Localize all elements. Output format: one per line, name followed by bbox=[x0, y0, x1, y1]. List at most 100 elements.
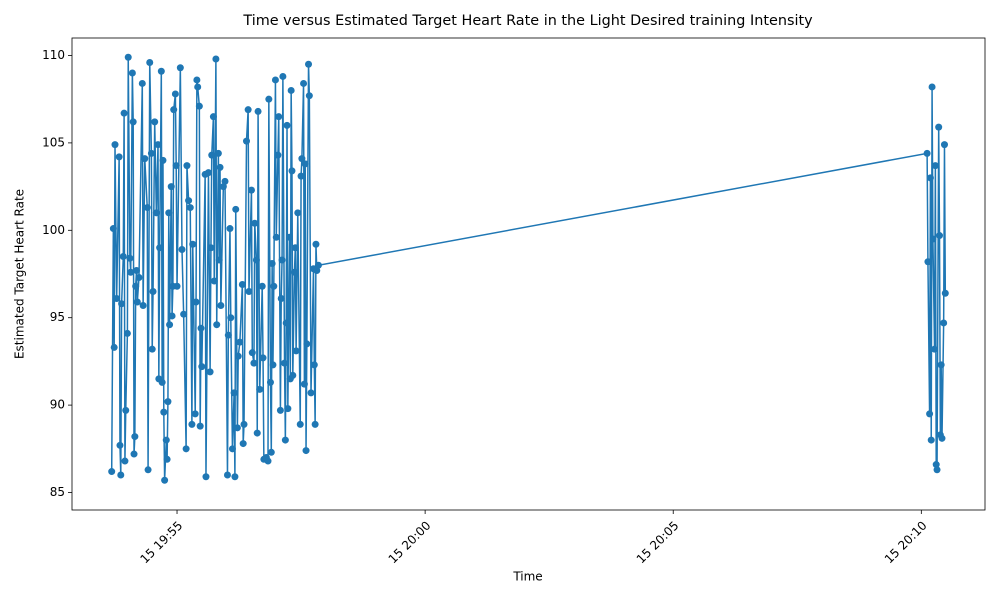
data-point bbox=[135, 273, 143, 281]
data-point bbox=[305, 92, 313, 100]
data-point bbox=[264, 457, 272, 465]
data-point bbox=[929, 235, 937, 243]
data-point bbox=[935, 123, 943, 131]
data-point bbox=[195, 102, 203, 110]
data-point bbox=[274, 151, 282, 159]
data-point bbox=[224, 331, 232, 339]
data-point bbox=[247, 186, 255, 194]
data-point bbox=[163, 455, 171, 463]
data-point bbox=[302, 447, 310, 455]
data-point bbox=[272, 233, 280, 241]
data-point bbox=[259, 354, 267, 362]
data-point bbox=[146, 58, 154, 66]
plot-area: 85 90 95 100 105 110 15 19:55 15 20:00 15 20:05 1… bbox=[42, 48, 949, 566]
data-point bbox=[217, 301, 225, 309]
data-point bbox=[126, 254, 134, 262]
data-point bbox=[204, 169, 212, 177]
data-point bbox=[167, 183, 175, 191]
data-point bbox=[215, 256, 223, 264]
axes-frame bbox=[71, 37, 986, 511]
data-point bbox=[940, 141, 948, 149]
data-point bbox=[110, 343, 118, 351]
data-point bbox=[278, 256, 286, 264]
data-point bbox=[166, 321, 174, 329]
data-point bbox=[285, 233, 293, 241]
data-point bbox=[133, 267, 141, 275]
data-point bbox=[234, 352, 242, 360]
y-tick-label: 105 bbox=[42, 135, 65, 149]
data-point bbox=[287, 86, 295, 94]
data-point bbox=[208, 151, 216, 159]
data-point bbox=[296, 420, 304, 428]
y-axis-label: Estimated Target Heart Rate bbox=[13, 189, 27, 359]
data-point bbox=[231, 473, 239, 481]
data-point bbox=[122, 406, 130, 414]
data-point bbox=[158, 378, 166, 386]
data-point bbox=[196, 422, 204, 430]
data-point bbox=[938, 434, 946, 442]
data-point bbox=[178, 246, 186, 254]
data-point bbox=[214, 149, 222, 157]
data-point bbox=[162, 436, 170, 444]
data-point bbox=[236, 338, 244, 346]
data-point bbox=[268, 260, 276, 268]
data-point bbox=[294, 209, 302, 217]
data-point bbox=[266, 378, 274, 386]
data-point bbox=[139, 301, 147, 309]
data-point bbox=[128, 69, 136, 77]
y-tick-label: 100 bbox=[42, 223, 65, 237]
data-point bbox=[267, 448, 275, 456]
data-point bbox=[227, 314, 235, 322]
data-point bbox=[129, 118, 137, 126]
data-point bbox=[271, 76, 279, 84]
data-point bbox=[194, 83, 202, 91]
data-point bbox=[206, 368, 214, 376]
data-point bbox=[157, 67, 165, 75]
chart-title: Time versus Estimated Target Heart Rate … bbox=[242, 13, 813, 29]
data-point bbox=[212, 55, 220, 63]
data-point bbox=[183, 162, 191, 170]
x-tick-label: 15 20:00 bbox=[386, 518, 434, 566]
data-point bbox=[283, 121, 291, 129]
data-point bbox=[256, 385, 264, 393]
data-point bbox=[147, 149, 155, 157]
data-point bbox=[170, 106, 178, 114]
data-point bbox=[197, 324, 205, 332]
data-point bbox=[265, 95, 273, 103]
data-point bbox=[115, 153, 123, 161]
data-point bbox=[291, 244, 299, 252]
data-point bbox=[289, 371, 297, 379]
data-point bbox=[109, 225, 117, 233]
data-point bbox=[127, 268, 135, 276]
data-point bbox=[173, 282, 181, 290]
data-point bbox=[149, 287, 157, 295]
data-point bbox=[940, 319, 948, 327]
y-tick-label: 95 bbox=[50, 310, 65, 324]
data-point bbox=[312, 240, 320, 248]
data-point bbox=[244, 106, 252, 114]
data-point bbox=[282, 319, 290, 327]
data-point bbox=[130, 450, 138, 458]
data-point bbox=[198, 363, 206, 371]
x-axis-label: Time bbox=[512, 570, 542, 584]
data-point bbox=[931, 162, 939, 170]
y-tick-label: 90 bbox=[50, 398, 65, 412]
data-point bbox=[191, 410, 199, 418]
data-point bbox=[148, 345, 156, 353]
data-point bbox=[176, 64, 184, 72]
data-point bbox=[248, 349, 256, 357]
data-point bbox=[928, 83, 936, 91]
data-point bbox=[238, 280, 246, 288]
data-point bbox=[120, 109, 128, 117]
x-tick-label: 15 19:55 bbox=[138, 518, 186, 566]
data-point bbox=[209, 113, 217, 121]
data-point bbox=[202, 473, 210, 481]
y-tick-label: 85 bbox=[50, 485, 65, 499]
data-point bbox=[116, 441, 124, 449]
data-point bbox=[152, 209, 160, 217]
data-point bbox=[156, 244, 164, 252]
data-point bbox=[226, 225, 234, 233]
data-point bbox=[193, 76, 201, 84]
data-point bbox=[936, 232, 944, 240]
data-point bbox=[926, 174, 934, 182]
